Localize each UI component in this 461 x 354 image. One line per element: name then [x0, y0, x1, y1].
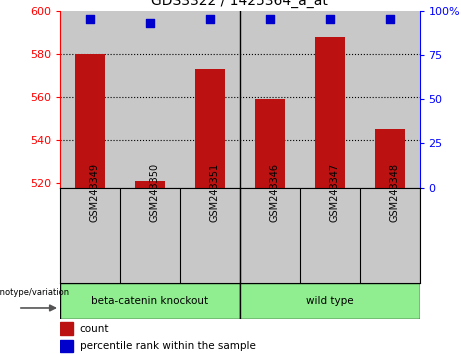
Text: wild type: wild type: [306, 296, 354, 306]
Bar: [374, 129, 404, 188]
Bar: [60, 11, 120, 188]
Bar: [120, 11, 180, 188]
Point: [326, 17, 333, 22]
Text: beta-catenin knockout: beta-catenin knockout: [91, 296, 208, 306]
Bar: [60, 340, 72, 352]
Text: count: count: [80, 324, 109, 333]
Bar: [60, 322, 72, 335]
Bar: [75, 54, 105, 188]
Bar: [360, 11, 420, 188]
Bar: [314, 36, 344, 188]
Point: [206, 17, 213, 22]
Point: [146, 20, 154, 26]
Text: GSM243348: GSM243348: [390, 163, 400, 222]
Point: [86, 17, 94, 22]
Text: percentile rank within the sample: percentile rank within the sample: [80, 341, 255, 351]
Text: GSM243347: GSM243347: [330, 163, 340, 222]
Bar: [254, 99, 284, 188]
Text: GSM243351: GSM243351: [210, 163, 220, 222]
Text: GSM243346: GSM243346: [270, 163, 280, 222]
Text: GSM243350: GSM243350: [150, 163, 160, 222]
Bar: [180, 11, 240, 188]
Title: GDS3322 / 1425364_a_at: GDS3322 / 1425364_a_at: [151, 0, 328, 8]
Point: [266, 17, 273, 22]
Point: [386, 17, 393, 22]
Bar: [240, 283, 420, 319]
Bar: [240, 11, 300, 188]
Text: genotype/variation: genotype/variation: [0, 287, 70, 297]
Bar: [195, 69, 225, 188]
Text: GSM243349: GSM243349: [90, 163, 100, 222]
Bar: [135, 181, 165, 188]
Bar: [60, 283, 240, 319]
Bar: [300, 11, 360, 188]
